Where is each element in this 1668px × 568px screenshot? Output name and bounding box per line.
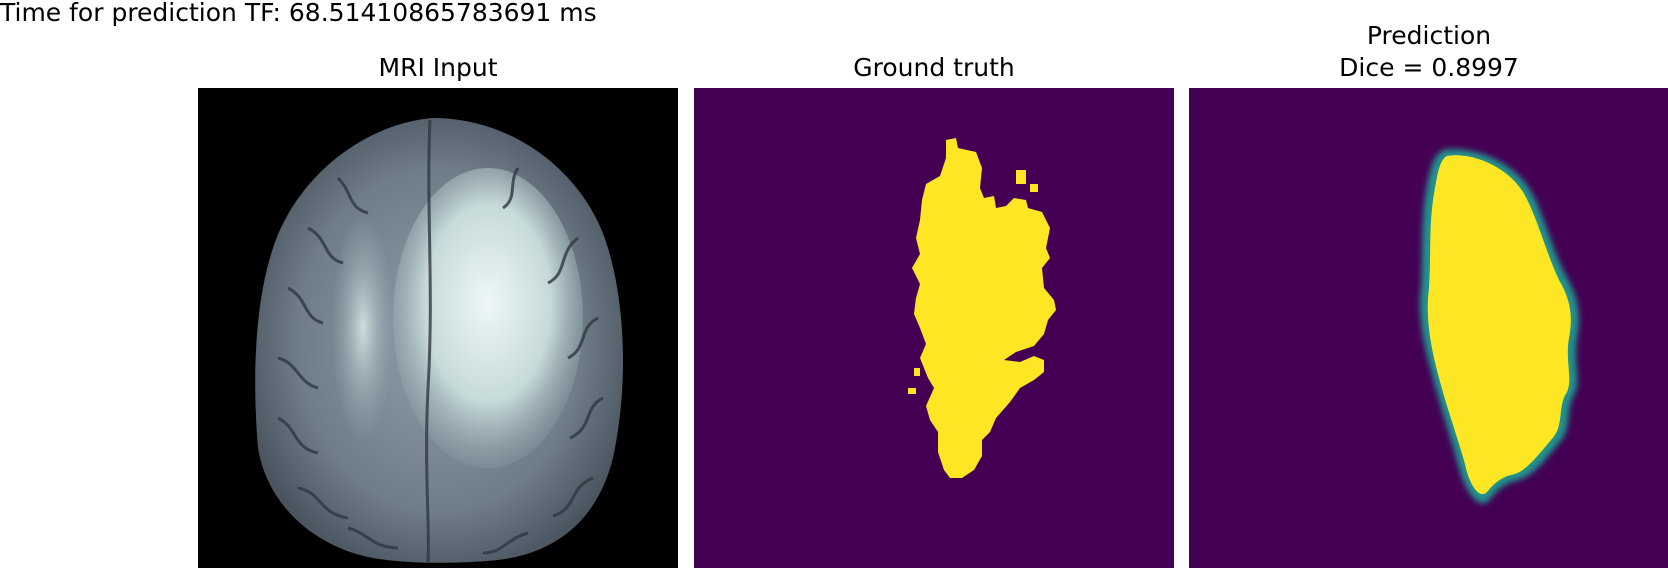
dice-score: Dice = 0.8997 <box>1339 53 1519 82</box>
prediction-title: Prediction <box>1366 21 1492 50</box>
panel-title-gt: Ground truth <box>694 52 1174 84</box>
panel-title-pred: Prediction Dice = 0.8997 <box>1189 20 1668 84</box>
figure-suptitle: Time for prediction TF: 68.5141086578369… <box>0 0 597 27</box>
panel-title-mri: MRI Input <box>198 52 678 84</box>
prediction-image <box>1189 88 1668 568</box>
mri-title: MRI Input <box>378 53 498 82</box>
ground-truth-title: Ground truth <box>853 53 1015 82</box>
ground-truth-image <box>694 88 1174 568</box>
mri-input-image <box>198 88 678 568</box>
